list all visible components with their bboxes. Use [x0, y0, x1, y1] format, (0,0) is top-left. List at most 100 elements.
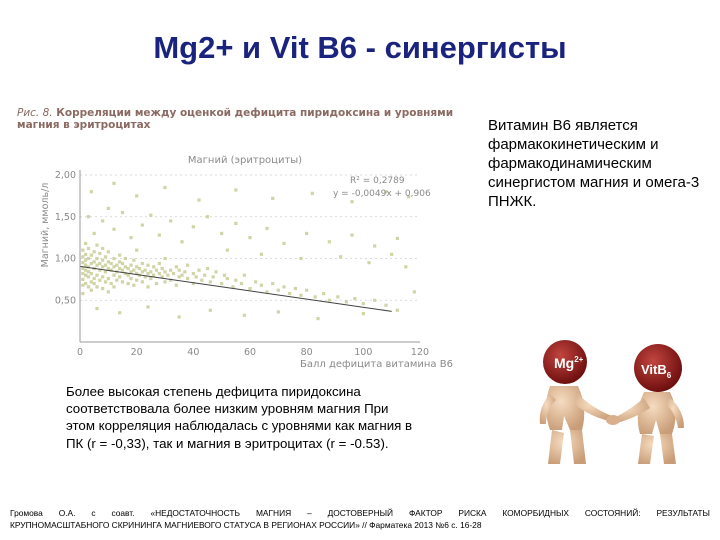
reference-word: ФАКТОР	[408, 508, 443, 518]
data-point	[137, 266, 142, 271]
chart-points	[81, 181, 416, 321]
data-point	[177, 315, 181, 319]
data-point	[95, 307, 99, 311]
data-point	[135, 265, 139, 269]
data-point	[174, 265, 178, 269]
data-point	[149, 213, 153, 217]
data-point	[160, 275, 164, 279]
data-point	[186, 276, 190, 281]
data-point	[92, 276, 96, 281]
data-point	[123, 256, 127, 261]
y-tick-label: 2,00	[55, 170, 76, 181]
figure-caption: Рис. 8. Корреляции между оценкой дефицит…	[17, 107, 457, 131]
data-point	[140, 270, 144, 274]
reference-line-2: КРУПНОМАСШТАБНОГО СКРИНИНГА МАГНИЕВОГО С…	[10, 520, 482, 530]
data-point	[336, 295, 340, 299]
data-point	[112, 265, 116, 269]
data-point	[208, 308, 212, 312]
data-point	[98, 251, 102, 256]
x-tick-label: 20	[131, 347, 143, 358]
data-point	[384, 190, 388, 194]
data-point	[101, 265, 105, 269]
data-point	[129, 263, 133, 267]
data-point	[305, 288, 309, 292]
data-point	[248, 286, 252, 291]
figure-caption-text: Корреляции между оценкой дефицита пиридо…	[17, 107, 454, 131]
data-point	[140, 261, 144, 266]
data-point	[101, 286, 105, 291]
reference-word: СОСТОЯНИЙ:	[584, 508, 641, 518]
slide-title: Mg2+ и Vit B6 - синергисты	[153, 30, 567, 65]
data-point	[293, 286, 297, 291]
data-point	[316, 317, 320, 321]
data-point	[211, 275, 215, 279]
data-point	[86, 246, 91, 251]
x-axis-label: Балл дефицита витамина B6	[300, 359, 453, 370]
y-tick-label: 0,50	[55, 295, 76, 306]
data-point	[126, 281, 130, 286]
data-point	[129, 270, 133, 274]
data-point	[92, 250, 96, 254]
data-point	[265, 226, 269, 231]
data-point	[132, 283, 136, 287]
data-point	[208, 280, 212, 284]
x-tick-label: 100	[354, 347, 372, 358]
mg-ball-icon	[543, 340, 587, 384]
data-point	[84, 273, 88, 277]
reference-word: –	[307, 508, 312, 518]
data-point	[373, 244, 377, 248]
data-point	[197, 268, 201, 272]
data-point	[350, 233, 354, 237]
data-point	[106, 260, 110, 264]
right-figure: VitB6	[612, 344, 684, 464]
chart-axes	[79, 170, 420, 343]
figure-caption-prefix: Рис. 8.	[17, 107, 53, 119]
data-point	[103, 255, 108, 259]
vitb6-ball-icon	[634, 344, 682, 392]
data-point	[299, 293, 303, 297]
y-tick-label: 1,50	[55, 212, 76, 223]
reference-word: КОМОРБИДНЫХ	[502, 508, 569, 518]
data-point	[140, 223, 144, 227]
data-point	[166, 273, 170, 277]
data-point	[327, 240, 331, 244]
data-point	[95, 285, 99, 289]
data-point	[84, 268, 88, 272]
data-point	[299, 256, 303, 261]
trendline	[79, 265, 392, 312]
data-point	[86, 270, 91, 274]
data-point	[135, 248, 139, 252]
data-point	[129, 236, 133, 240]
r2-annotation: R² = 0,2789	[350, 176, 405, 186]
data-point	[81, 261, 85, 265]
data-point	[89, 280, 93, 284]
data-point	[81, 271, 85, 276]
data-point	[92, 260, 96, 264]
x-tick-label: 80	[301, 347, 313, 358]
mg-label: Mg	[554, 355, 574, 371]
data-point	[86, 285, 91, 289]
data-point	[191, 281, 195, 286]
data-point	[86, 265, 91, 269]
y-axis-label: Магний, ммоль/л	[40, 183, 51, 268]
data-point	[234, 221, 238, 226]
data-point	[200, 278, 204, 282]
data-point	[101, 246, 105, 251]
data-point	[140, 280, 144, 284]
data-point	[143, 275, 147, 279]
data-point	[242, 313, 246, 317]
data-point	[152, 273, 156, 277]
x-tick-label: 120	[411, 347, 429, 358]
data-point	[390, 252, 394, 256]
data-point	[118, 253, 122, 257]
data-point	[169, 219, 173, 223]
handshake-illustration: Mg2+ VitB6	[539, 340, 684, 464]
data-point	[95, 256, 99, 261]
data-point	[92, 281, 96, 286]
data-point	[361, 301, 365, 306]
data-point	[126, 266, 130, 271]
data-point	[112, 181, 116, 185]
data-point	[109, 261, 113, 266]
data-point	[106, 290, 110, 294]
vitb6-label-sub: 6	[667, 371, 672, 380]
